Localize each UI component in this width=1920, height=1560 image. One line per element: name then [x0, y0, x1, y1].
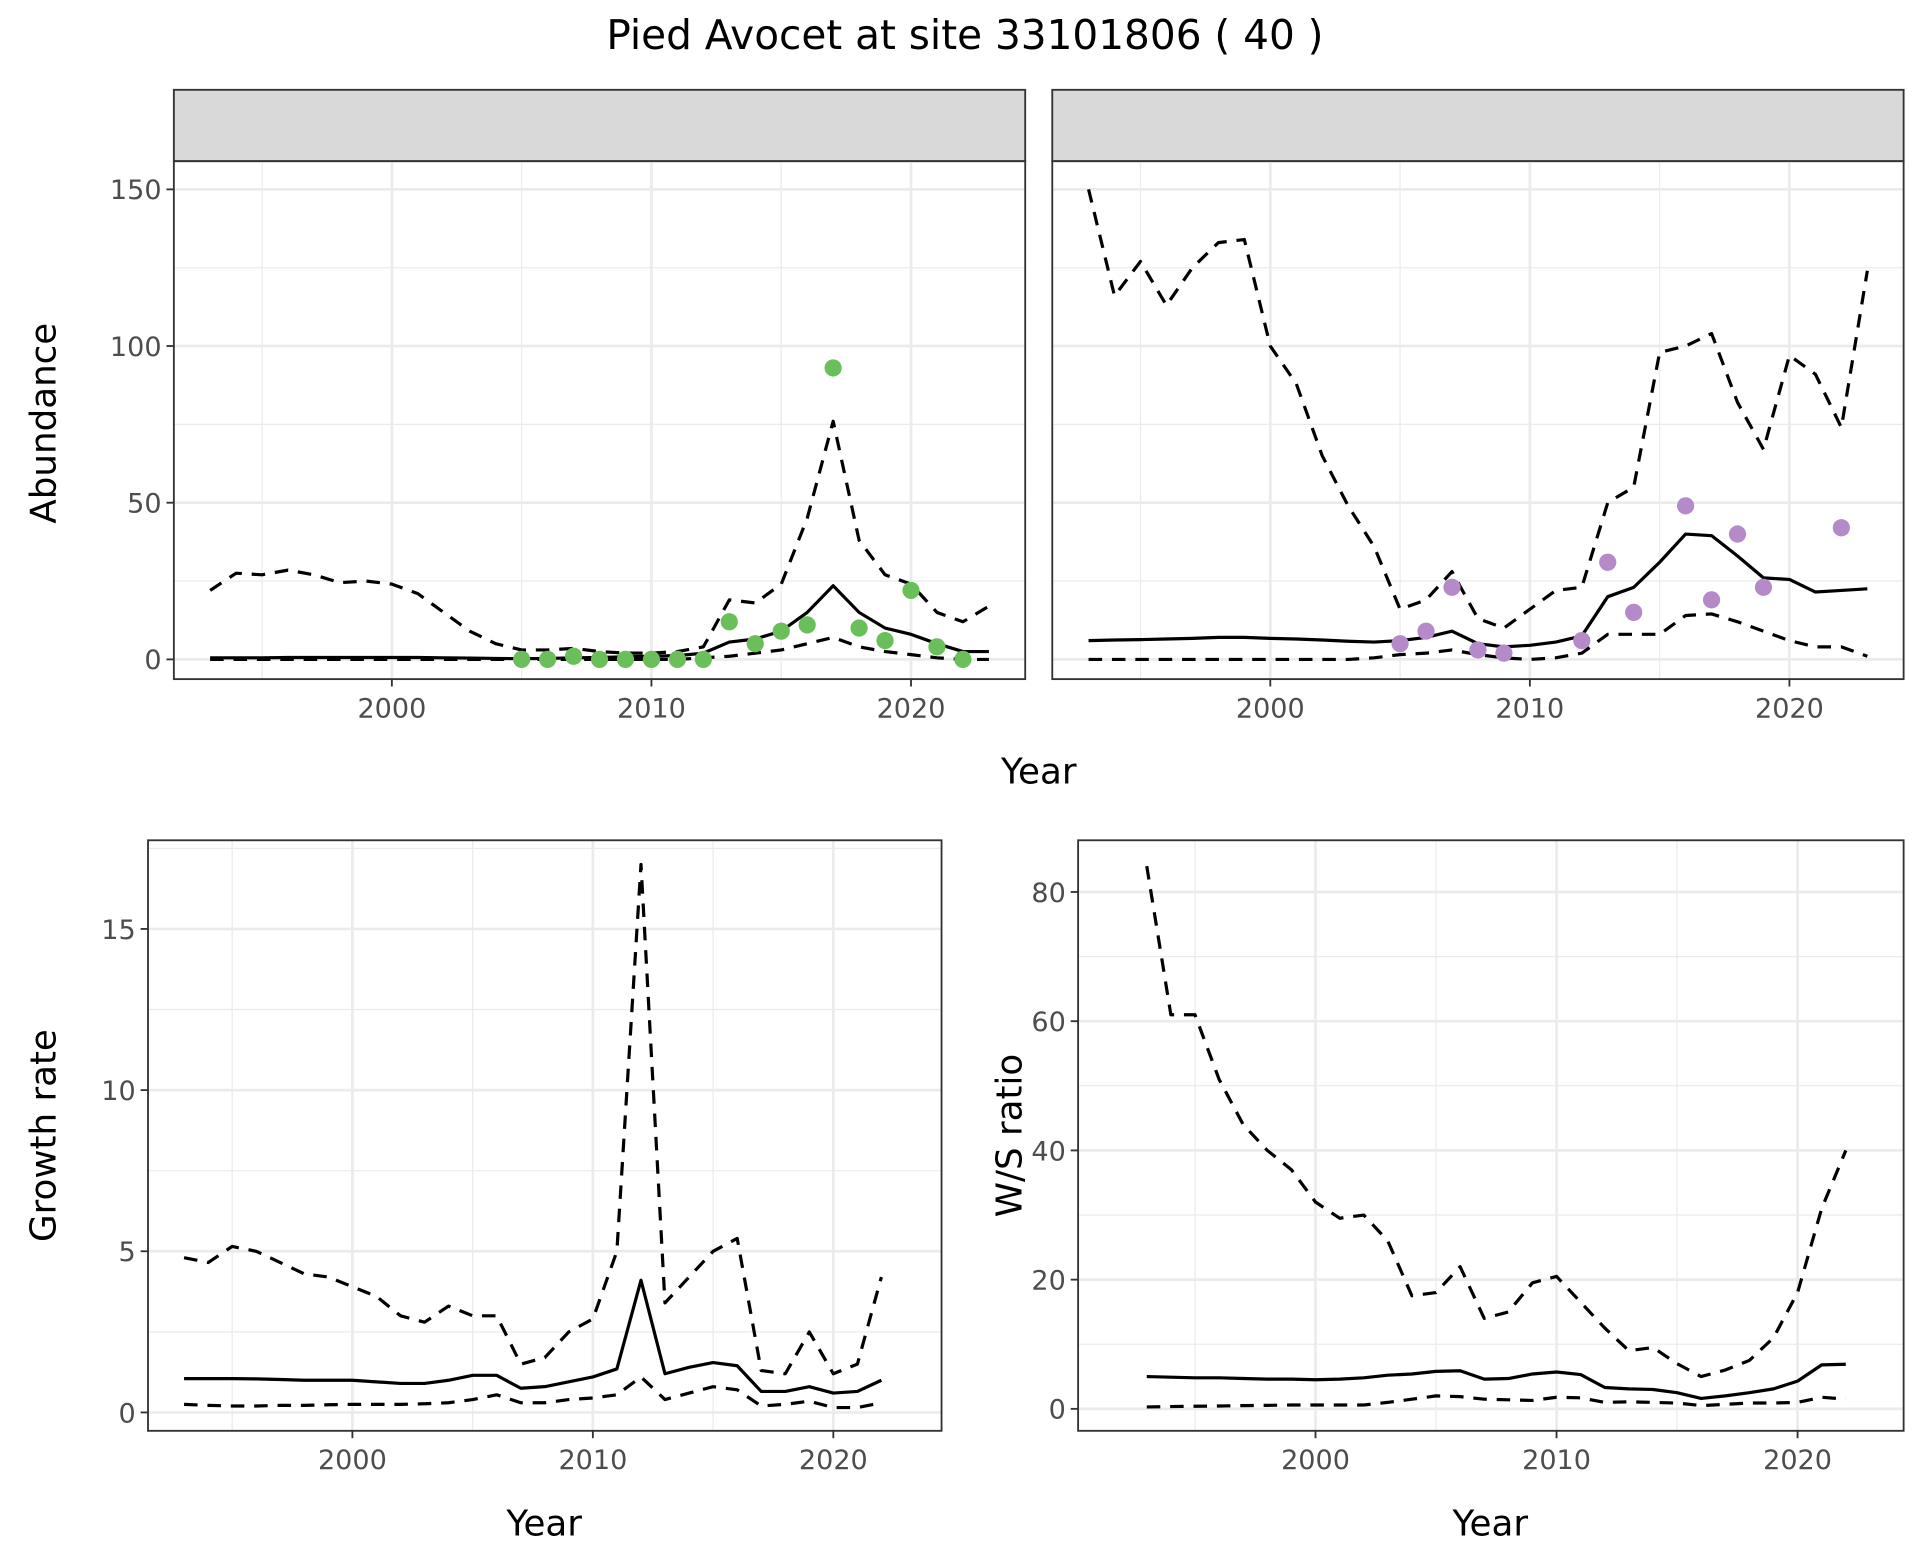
growth-y-label: Growth rate [24, 1029, 65, 1242]
y-tick-label: 60 [1031, 1007, 1065, 1038]
data-point [1391, 635, 1409, 653]
facet-strip [172, 88, 1027, 163]
y-tick-label: 100 [110, 332, 162, 363]
fitted-line [1146, 1362, 1846, 1401]
panel-border [147, 839, 943, 1432]
x-tick-label: 2010 [558, 1445, 627, 1476]
data-point [1417, 622, 1435, 640]
data-point [1832, 519, 1850, 537]
data-point [642, 650, 661, 668]
x-tick-label: 2000 [357, 693, 426, 724]
y-tick-label: 80 [1031, 878, 1065, 909]
data-point [746, 635, 764, 653]
data-point [616, 650, 635, 668]
data-point [902, 581, 920, 600]
y-tick-label: 5 [118, 1237, 135, 1268]
data-point [1599, 553, 1617, 571]
data-point [1702, 591, 1721, 609]
x-tick-label: 2000 [1236, 693, 1305, 724]
panel-border [172, 160, 1027, 681]
abundance-x-label: Year [1000, 752, 1077, 793]
x-tick-label: 2020 [799, 1445, 868, 1476]
upper-ci-line [183, 862, 883, 1376]
data-point [668, 650, 687, 668]
data-point [1676, 497, 1695, 515]
x-tick-label: 2020 [1755, 693, 1824, 724]
data-point [1625, 603, 1643, 621]
lower-ci-line [1146, 1394, 1846, 1409]
lower-ci-line [183, 1375, 882, 1410]
x-tick-label: 2000 [318, 1445, 387, 1476]
ws-x-label: Year [1452, 1503, 1529, 1544]
data-point [694, 650, 712, 668]
y-tick-label: 50 [127, 489, 161, 520]
data-point [954, 650, 972, 668]
x-tick-label: 2020 [1763, 1445, 1832, 1476]
data-point [772, 622, 790, 640]
y-tick-label: 20 [1031, 1265, 1065, 1296]
y-tick-label: 10 [101, 1076, 135, 1107]
facet-strip [1051, 88, 1905, 163]
data-point [590, 650, 609, 668]
figure-title: Pied Avocet at site 33101806 ( 40 ) [606, 11, 1323, 59]
data-point [1728, 525, 1747, 543]
y-tick-label: 150 [110, 175, 162, 206]
data-point [850, 619, 868, 637]
data-point [513, 650, 531, 668]
y-tick-label: 40 [1031, 1136, 1065, 1167]
data-point [1495, 644, 1513, 662]
data-point [1754, 578, 1773, 596]
fitted-line [184, 1278, 883, 1395]
growth-x-label: Year [505, 1503, 582, 1544]
lower-ci-line [210, 635, 989, 662]
x-tick-label: 2020 [877, 693, 946, 724]
y-tick-label: 0 [118, 1398, 135, 1429]
data-point [720, 613, 738, 631]
panel-summer: 2000 2010 2020 0 50 100 150 [110, 88, 1027, 724]
data-point [1573, 631, 1591, 650]
fitted-line [1088, 532, 1868, 649]
data-point [824, 359, 842, 377]
data-point [876, 631, 894, 650]
x-tick-label: 2010 [1495, 693, 1564, 724]
data-point [1469, 641, 1487, 659]
upper-ci-line [209, 419, 990, 655]
y-tick-label: 15 [101, 915, 135, 946]
y-tick-label: 0 [1049, 1395, 1066, 1426]
panel-border [1077, 839, 1905, 1432]
panel-growth-rate: 2000 2010 2020 0 5 10 15 [101, 839, 943, 1476]
ws-y-label: W/S ratio [990, 1054, 1031, 1217]
y-tick-label: 0 [144, 645, 161, 676]
abundance-y-label: Abundance [24, 323, 65, 524]
data-point [564, 647, 583, 665]
data-point [539, 650, 557, 668]
lower-ci-line [1088, 612, 1868, 662]
data-point [1443, 578, 1461, 596]
data-point [928, 638, 946, 656]
x-tick-label: 2010 [617, 693, 686, 724]
upper-ci-line [1087, 188, 1869, 630]
x-tick-label: 2000 [1281, 1445, 1350, 1476]
data-point [798, 616, 816, 634]
x-tick-label: 2010 [1522, 1445, 1591, 1476]
panel-winter: 2000 2010 2020 [1051, 88, 1905, 724]
panel-border [1051, 160, 1905, 681]
upper-ci-line [1145, 865, 1848, 1379]
panel-w-s-ratio: 2000 2010 2020 0 20 40 60 80 [1031, 839, 1905, 1476]
